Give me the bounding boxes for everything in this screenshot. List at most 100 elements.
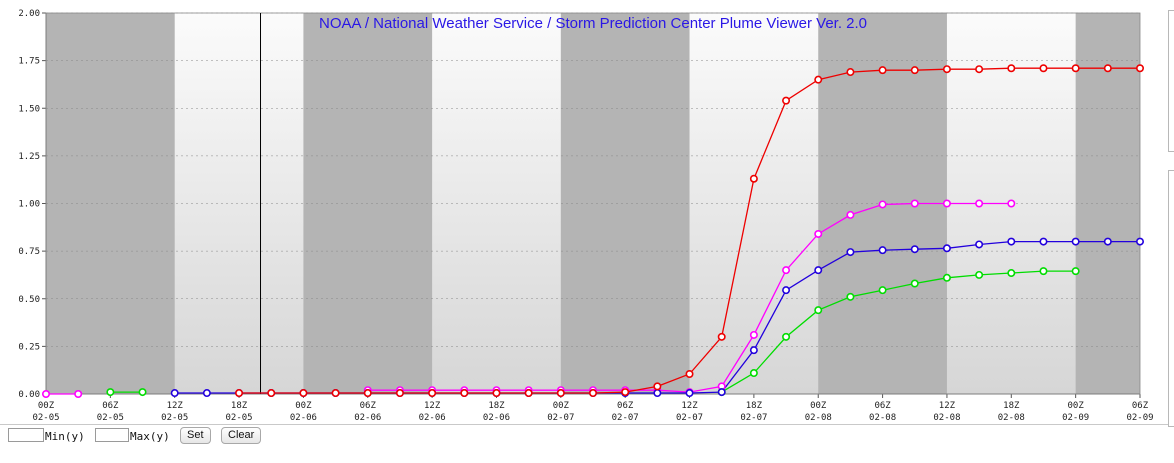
x-tick-date: 02-05 [161,413,188,423]
x-tick-hour: 18Z [746,401,763,411]
data-point [749,346,758,355]
data-point [814,229,823,238]
data-point [814,306,823,315]
data-point [846,292,855,301]
max-y-input[interactable] [95,428,129,442]
data-point [814,266,823,275]
data-point [749,330,758,339]
data-point [942,65,951,74]
plume-chart: 0.00 0.25 0.50 0.75 1.00 1.25 1.50 1.75 2.00 00Z 0… [18,9,1153,423]
data-point [1071,267,1080,276]
min-y-label: Min(y) [45,430,85,443]
x-tick-hour: 06Z [360,401,377,411]
data-point [846,210,855,219]
data-point [846,248,855,257]
data-point [267,389,276,398]
x-tick-date: 02-07 [740,413,767,423]
data-point [717,332,726,341]
data-point [363,389,372,398]
data-point [1136,237,1145,246]
x-tick-date: 02-05 [226,413,253,423]
data-point [814,75,823,84]
data-point [621,388,630,397]
data-point [878,286,887,295]
y-tick-label: 0.25 [18,342,40,352]
x-tick-date: 02-05 [32,413,59,423]
data-point [1007,199,1016,208]
night-band [560,13,690,394]
x-tick-hour: 12Z [939,401,956,411]
data-point [170,389,179,398]
data-point [878,200,887,209]
clear-button[interactable]: Clear [221,427,262,444]
set-button[interactable]: Set [180,427,211,444]
x-tick-hour: 00Z [810,401,827,411]
chart-title: NOAA / National Weather Service / Storm … [319,15,867,32]
data-point [975,199,984,208]
data-point [910,66,919,75]
y-tick-label: 0.50 [18,295,40,305]
data-point [492,389,501,398]
data-point [782,96,791,105]
data-point [299,389,308,398]
data-point [910,279,919,288]
side-panel-box-top [1168,10,1174,152]
data-point [202,389,211,398]
data-point [653,382,662,391]
series-line [721,270,1076,393]
y-tick-label: 2.00 [18,9,40,19]
x-tick-date: 02-06 [290,413,317,423]
data-point [942,199,951,208]
x-tick-hour: 00Z [295,401,312,411]
x-tick-hour: 18Z [488,401,505,411]
data-point [685,369,694,378]
data-point [782,266,791,275]
data-point [942,273,951,282]
data-point [1039,237,1048,246]
side-panel-box-bottom [1168,170,1174,427]
x-tick-hour: 06Z [1132,401,1149,411]
data-point [975,65,984,74]
y-tick-label: 0.75 [18,247,40,257]
night-band [46,13,175,394]
data-point [41,389,50,398]
x-tick-date: 02-06 [419,413,446,423]
data-point [524,389,533,398]
data-point [782,332,791,341]
data-point [138,388,147,397]
x-tick-hour: 00Z [38,401,55,411]
x-tick-date: 02-08 [933,413,960,423]
data-point [1071,237,1080,246]
data-point [1039,64,1048,73]
max-y-label: Max(y) [130,430,170,443]
data-point [106,388,115,397]
data-point [428,389,437,398]
x-tick-date: 02-07 [676,413,703,423]
data-point [74,389,83,398]
data-point [878,246,887,255]
x-tick-hour: 06Z [874,401,891,411]
y-tick-label: 1.25 [18,152,40,162]
min-y-input[interactable] [8,428,44,442]
x-tick-date: 02-09 [1062,413,1089,423]
data-point [749,369,758,378]
x-tick-hour: 18Z [1003,401,1020,411]
data-point [975,270,984,279]
data-point [331,389,340,398]
data-point [588,389,597,398]
x-tick-date: 02-05 [97,413,124,423]
x-tick-hour: 12Z [424,401,441,411]
y-tick-label: 0.00 [18,390,40,400]
data-point [556,389,565,398]
data-point [1071,64,1080,73]
data-point [1136,64,1145,73]
x-tick-hour: 18Z [231,401,248,411]
x-tick-date: 02-09 [1126,413,1153,423]
data-point [717,388,726,397]
x-tick-date: 02-08 [805,413,832,423]
x-tick-hour: 00Z [553,401,570,411]
x-tick-hour: 12Z [681,401,698,411]
x-tick-date: 02-08 [998,413,1025,423]
data-point [395,389,404,398]
